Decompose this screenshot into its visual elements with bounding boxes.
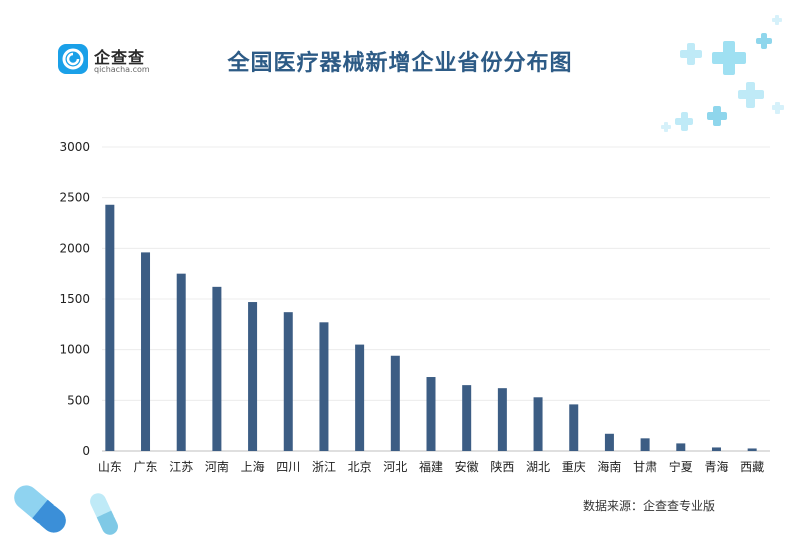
y-tick-label: 2000 (59, 241, 90, 255)
bar (747, 448, 757, 451)
x-tick-label: 西藏 (740, 460, 764, 474)
y-tick-label: 1000 (59, 343, 90, 357)
x-tick-label: 湖北 (526, 459, 550, 474)
chart-title: 全国医疗器械新增企业省份分布图 (227, 51, 573, 76)
logo-domain: qichacha.com (94, 65, 150, 74)
bar (105, 204, 115, 451)
x-tick-label: 广东 (134, 460, 158, 474)
source-note: 数据来源：企查查专业版 (583, 499, 716, 513)
x-tick-label: 山东 (98, 460, 122, 474)
bar (319, 322, 329, 451)
logo-name: 企查查 (94, 48, 146, 67)
x-tick-label: 上海 (241, 459, 265, 474)
x-tick-label: 安徽 (455, 459, 479, 474)
x-tick-label: 浙江 (312, 460, 336, 474)
x-tick-label: 北京 (348, 460, 372, 474)
logo-mark-icon (58, 44, 88, 74)
logo: 企查查 qichacha.com (58, 44, 168, 80)
y-tick-label: 3000 (59, 140, 90, 154)
x-tick-label: 河南 (205, 459, 229, 474)
y-tick-label: 500 (67, 393, 90, 407)
x-tick-label: 江苏 (169, 460, 193, 474)
bar (283, 312, 293, 451)
x-tick-label: 陕西 (490, 459, 514, 474)
bar (676, 443, 686, 451)
bar (533, 397, 543, 451)
pill-decoration-icon (14, 485, 118, 535)
bar (355, 344, 365, 451)
x-tick-label: 青海 (704, 459, 728, 474)
bar (604, 433, 614, 451)
bar (176, 273, 186, 451)
x-tick-label: 福建 (419, 459, 443, 474)
bar (462, 385, 472, 451)
x-tick-label: 四川 (276, 460, 300, 474)
bar (640, 438, 650, 451)
bar (141, 252, 151, 451)
bar (497, 388, 507, 451)
bar (426, 377, 436, 451)
bar (390, 355, 400, 451)
bar (711, 447, 721, 451)
bar (212, 286, 222, 451)
x-tick-label: 宁夏 (669, 459, 693, 474)
y-tick-label: 1500 (59, 292, 90, 306)
x-tick-label: 河北 (383, 460, 407, 474)
x-tick-label: 重庆 (562, 460, 586, 474)
x-tick-label: 海南 (597, 459, 621, 474)
y-tick-label: 2500 (59, 191, 90, 205)
medical-cross-decoration-icon (661, 15, 784, 132)
y-tick-label: 0 (82, 444, 90, 458)
bar (248, 302, 258, 451)
bar (569, 404, 579, 451)
x-tick-label: 甘肃 (633, 460, 657, 474)
